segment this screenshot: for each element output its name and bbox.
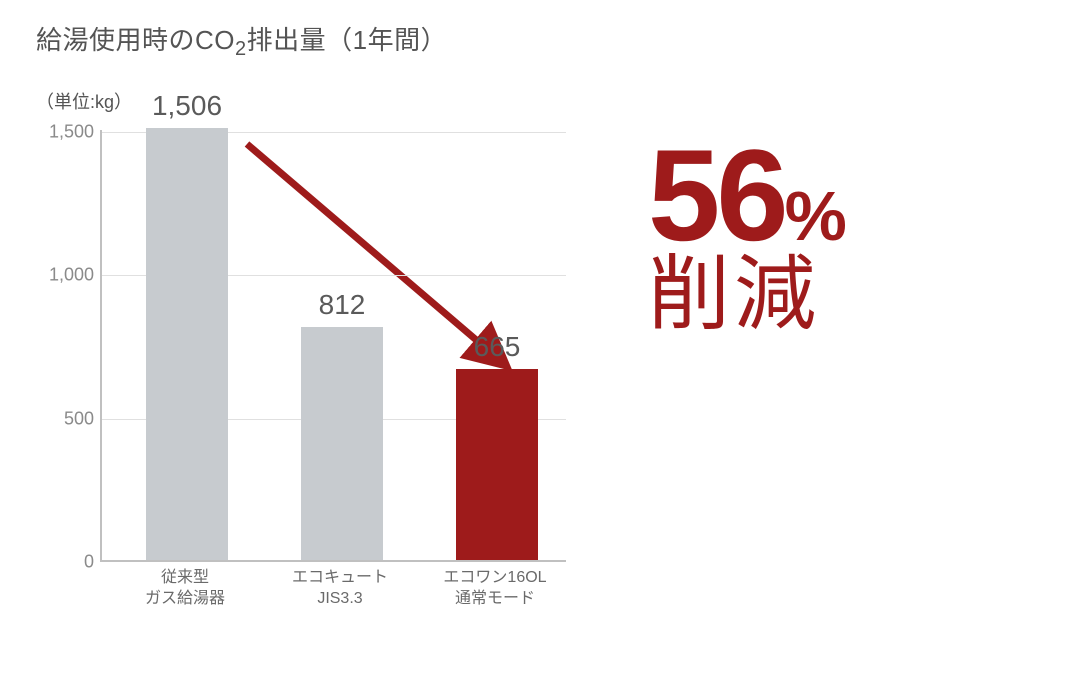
- callout-percent-sign: %: [785, 177, 847, 255]
- y-tick: 1,000: [49, 265, 94, 286]
- bar-value-label: 812: [267, 289, 417, 321]
- callout-line1: 56%: [648, 120, 847, 270]
- plot-area: 05001,0001,5001,506812665: [100, 130, 566, 562]
- y-tick: 1,500: [49, 121, 94, 142]
- chart-title: 給湯使用時のCO2排出量（1年間）: [36, 20, 447, 61]
- bar-value-label: 1,506: [112, 90, 262, 122]
- y-tick: 500: [64, 408, 94, 429]
- category-label: エコワン16OL通常モード: [415, 568, 575, 610]
- callout-percent: 56: [648, 122, 785, 268]
- title-post: 排出量（1年間）: [247, 25, 447, 55]
- y-tick: 0: [84, 552, 94, 573]
- category-label: 従来型ガス給湯器: [105, 568, 265, 610]
- title-pre: 給湯使用時のCO: [36, 25, 235, 55]
- reduction-callout: 56% 削減: [648, 120, 847, 336]
- callout-word: 削減: [648, 254, 847, 336]
- title-sub: 2: [235, 38, 247, 60]
- bar: [301, 327, 383, 560]
- bar: [456, 369, 538, 560]
- bar: [146, 128, 228, 560]
- bar-chart: （単位:kg） 05001,0001,5001,506812665 従来型ガス給…: [36, 88, 566, 640]
- bar-value-label: 665: [422, 331, 572, 363]
- category-label: エコキュートJIS3.3: [260, 568, 420, 610]
